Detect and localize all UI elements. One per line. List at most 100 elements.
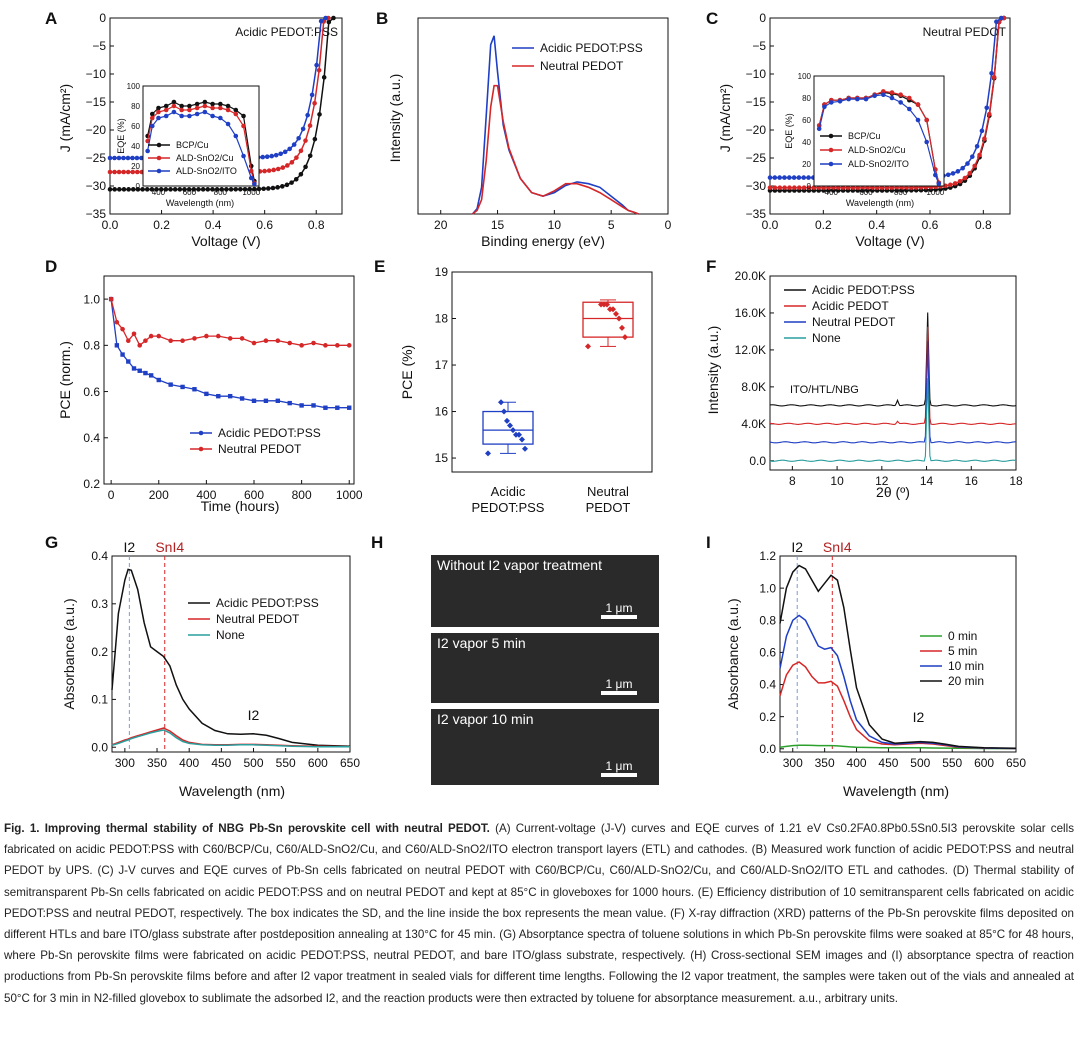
sem-image-untreated: Without I2 vapor treatment 1 μm [431,555,659,627]
eqe-marker [149,123,155,129]
panel-g-xlabel: Wavelength (nm) [179,783,285,799]
panel-i-legend-label: 0 min [948,629,977,643]
jv-marker [962,175,968,181]
jv-marker [126,187,131,192]
eqe-marker [187,107,192,113]
inset-legend-marker [828,161,834,167]
panel-e-category: PEDOT:PSS [472,500,545,515]
eqe-marker [149,111,155,117]
jv-marker [303,164,308,170]
panel-f-xtick-label: 12 [875,474,889,488]
data-point [598,301,604,308]
panel-d-legend-marker [198,446,204,452]
jv-marker [796,185,802,190]
jv-marker [266,168,272,173]
absorbance-curve [111,727,351,748]
panel-c-xlabel: Voltage (V) [855,233,924,249]
jv-marker [260,154,266,160]
panel-f-xtick-label: 14 [920,474,934,488]
panel-a-ytick-label: 0 [99,11,106,25]
eqe-marker [225,121,231,127]
panel-f-ytick-label: 4.0K [741,417,766,431]
eqe-curve [818,94,940,185]
data-point [498,399,504,406]
inset-ytick-label: 60 [802,116,811,125]
panel-g-xtick-label: 450 [211,756,231,770]
stability-marker [263,338,269,344]
inset-legend-label: BCP/Cu [848,131,881,141]
stability-marker [275,338,281,344]
panel-f-xtick-label: 16 [965,474,979,488]
panel-f-annotation: ITO/HTL/NBG [790,384,859,396]
jv-marker [855,185,861,190]
panel-g-xtick-label: 650 [340,756,360,770]
eqe-marker [248,175,254,181]
panel-d-ytick-label: 0.8 [83,339,100,353]
jv-marker [112,187,117,192]
panel-i-xtick-label: 300 [783,756,803,770]
panel-a-xlabel: Voltage (V) [191,233,260,249]
jv-marker [989,70,994,76]
jv-marker [242,186,248,192]
stability-marker [168,338,173,344]
panel-g-xtick-label: 550 [276,756,296,770]
jv-marker [840,185,846,190]
panel-d-xtick-label: 800 [292,488,312,502]
panel-g-xtick-label: 600 [308,756,328,770]
panel-i-xtick-label: 500 [910,756,930,770]
eqe-curve [147,111,255,185]
panel-letter: F [706,257,716,276]
jv-marker [284,182,290,188]
data-point [616,315,622,322]
ups-curve [472,84,639,215]
eqe-marker [156,105,161,111]
stability-marker [114,343,120,348]
caption-b: (B) Measured work function of acidic PED… [4,843,1074,878]
inset-legend-marker [156,168,162,174]
panel-letter: B [376,9,388,28]
sni4-label: SnI4 [823,539,852,555]
panel-e-ytick-label: 19 [435,265,449,279]
jv-marker [970,154,975,159]
eqe-marker [156,115,161,121]
inset-ytick-label: 60 [131,122,140,131]
data-point [485,450,491,457]
data-point [501,408,507,415]
jv-marker [767,185,773,190]
stability-marker [125,338,131,344]
eqe-marker [179,103,184,109]
inset-ytick-label: 0 [807,182,812,191]
eqe-marker [907,106,912,112]
stability-marker [148,373,154,378]
panel-g-ytick-label: 0.3 [91,597,108,611]
eqe-marker [915,102,921,107]
eqe-marker [241,153,246,159]
inset-legend-label: ALD-SnO2/ITO [848,159,909,169]
eqe-marker [889,95,895,101]
eqe-marker [907,95,912,101]
panel-c-ytick-label: 0 [759,11,766,25]
jv-marker [782,185,787,190]
panel-c-ytick-label: −30 [746,179,767,193]
jv-marker [224,187,229,192]
scale-bar: 1 μm [601,759,637,777]
eqe-curve [147,101,255,182]
panel-b-xlabel: Binding energy (eV) [481,233,605,249]
panel-a-ytick-label: −35 [86,207,107,221]
stability-marker [143,338,148,344]
panel-f-frame [769,275,1017,471]
jv-marker [884,185,890,190]
inset-xtick-label: 1000 [926,188,944,197]
jv-marker [317,112,322,117]
jv-marker [321,75,327,80]
inset-legend-marker [156,142,162,148]
jv-marker [280,165,286,170]
jv-marker [300,126,306,132]
scale-bar: 1 μm [601,601,637,619]
jv-marker [247,186,252,192]
i2-label: I2 [124,539,136,555]
jv-marker [977,152,982,158]
jv-marker [982,136,987,141]
panel-i-ytick-label: 0.2 [759,710,776,724]
eqe-marker [171,99,177,105]
